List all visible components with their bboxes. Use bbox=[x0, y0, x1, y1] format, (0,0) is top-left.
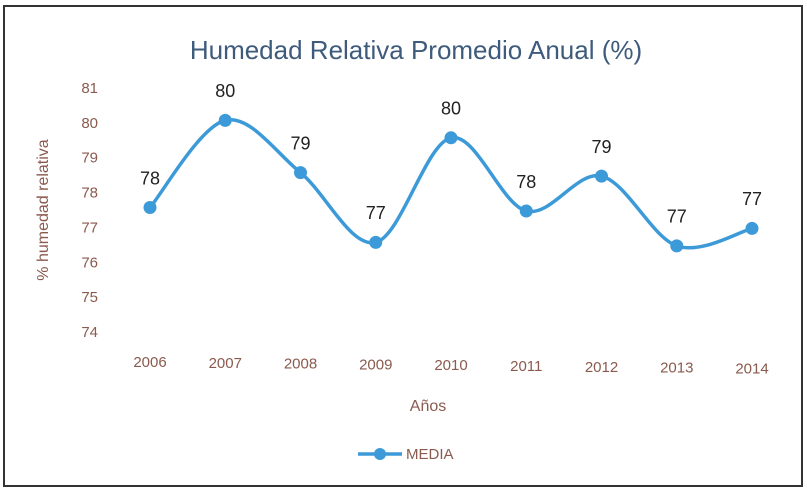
x-tick-label: 2006 bbox=[133, 354, 166, 371]
x-tick-label: 2007 bbox=[209, 355, 242, 372]
data-label: 78 bbox=[140, 168, 160, 188]
point bbox=[143, 201, 157, 215]
data-label: 80 bbox=[441, 99, 461, 119]
x-tick-label: 2008 bbox=[284, 356, 317, 373]
y-tick-label: 76 bbox=[81, 254, 98, 271]
data-label: 78 bbox=[516, 172, 536, 192]
y-tick-label: 81 bbox=[81, 80, 98, 97]
data-label: 77 bbox=[667, 207, 687, 227]
data-label: 80 bbox=[215, 81, 235, 101]
x-tick-label: 2010 bbox=[434, 357, 467, 374]
y-tick-label: 80 bbox=[81, 115, 98, 132]
y-tick-label: 77 bbox=[81, 219, 98, 236]
point bbox=[745, 221, 759, 235]
y-tick-label: 74 bbox=[81, 324, 98, 341]
x-axis-label: Años bbox=[410, 398, 446, 415]
x-tick-label: 2012 bbox=[585, 359, 618, 376]
x-tick-label: 2014 bbox=[735, 360, 768, 377]
point bbox=[670, 239, 684, 253]
data-label: 79 bbox=[290, 133, 310, 153]
data-label: 77 bbox=[366, 203, 386, 223]
point bbox=[519, 204, 533, 218]
legend-label: MEDIA bbox=[406, 446, 454, 463]
point bbox=[444, 131, 458, 145]
x-tick-label: 2013 bbox=[660, 360, 693, 377]
legend-marker bbox=[374, 448, 386, 460]
chart-title: Humedad Relativa Promedio Anual (%) bbox=[190, 35, 642, 65]
y-tick-label: 78 bbox=[81, 185, 98, 202]
point bbox=[218, 113, 232, 127]
data-label: 77 bbox=[742, 189, 762, 209]
x-tick-label: 2011 bbox=[510, 358, 542, 375]
y-tick-label: 75 bbox=[81, 289, 98, 306]
y-tick-label: 79 bbox=[81, 150, 98, 167]
y-axis-label: % humedad relativa bbox=[35, 139, 52, 281]
point bbox=[369, 235, 383, 249]
point bbox=[294, 166, 307, 180]
chart-border bbox=[3, 5, 803, 487]
x-tick-label: 2009 bbox=[359, 356, 392, 373]
point bbox=[595, 169, 608, 183]
data-label: 79 bbox=[591, 137, 611, 157]
